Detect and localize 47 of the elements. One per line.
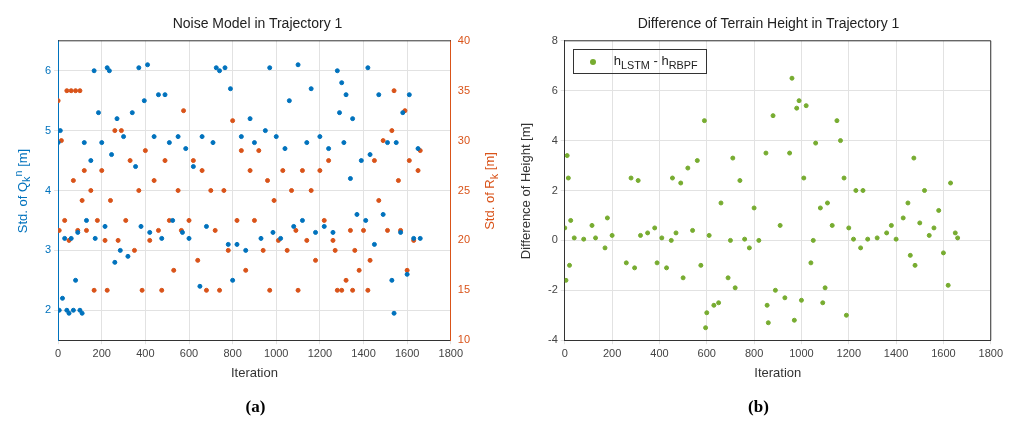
x-tick-label: 800 xyxy=(223,346,242,359)
x-tick-label: 400 xyxy=(136,346,155,359)
y-tick-label: 6 xyxy=(551,83,558,96)
x-tick-label: 400 xyxy=(650,346,669,359)
x-tick-label: 800 xyxy=(744,346,764,359)
x-tick-label: 1000 xyxy=(789,346,814,359)
y2-tick-label: 25 xyxy=(457,183,471,196)
y-tick-label: 4 xyxy=(44,183,52,196)
text: (a) xyxy=(244,397,267,417)
x-tick-label: 1800 xyxy=(438,346,464,359)
x-axis-title: Iteration xyxy=(754,364,802,380)
y-tick-label: 2 xyxy=(44,303,52,316)
y2-tick-label: 35 xyxy=(457,83,471,96)
x-tick-label: 1200 xyxy=(836,346,862,359)
y-tick-label: 3 xyxy=(44,243,52,256)
chart-title: Noise Model in Trajectory 1 xyxy=(172,15,343,32)
y-tick-label: 6 xyxy=(44,63,52,76)
x-tick-label: 200 xyxy=(602,346,622,359)
y2-tick-label: 30 xyxy=(457,133,471,146)
y-tick-label: 2 xyxy=(551,183,558,196)
x-tick-label: 600 xyxy=(179,346,199,359)
y2-tick-label: 15 xyxy=(457,283,471,296)
y2-tick-label: 20 xyxy=(457,233,471,246)
y-tick-label: -4 xyxy=(548,333,558,346)
chart-title: Difference of Terrain Height in Trajectory 1 xyxy=(637,15,900,32)
y2-tick-label: 10 xyxy=(457,333,471,346)
x-tick-label: 1600 xyxy=(394,346,420,359)
y-tick-label: 4 xyxy=(551,133,558,146)
x-tick-label: 200 xyxy=(92,346,111,359)
x-tick-label: 1400 xyxy=(883,346,909,359)
y2-tick-label: 40 xyxy=(457,33,471,46)
x-tick-label: 1400 xyxy=(351,346,376,359)
y-axis-title: Difference of Height [m] xyxy=(517,122,533,259)
x-tick-label: 0 xyxy=(55,346,62,359)
y-tick-label: 8 xyxy=(551,33,558,46)
y-tick-label: 5 xyxy=(44,123,52,136)
x-tick-label: 1600 xyxy=(931,346,956,359)
text: (b) xyxy=(747,397,770,417)
legend-label: h$_{LSTM}$ - h$_{RBPF}$ xyxy=(613,52,698,71)
x-tick-label: 600 xyxy=(697,346,716,359)
y-tick-label: -2 xyxy=(548,283,558,296)
x-tick-label: 1000 xyxy=(264,346,289,359)
y-tick-label: 0 xyxy=(551,233,558,246)
x-tick-label: 0 xyxy=(561,346,568,359)
x-axis-title: Iteration xyxy=(230,364,278,380)
x-tick-label: 1800 xyxy=(978,346,1004,359)
x-tick-label: 1200 xyxy=(307,346,333,359)
